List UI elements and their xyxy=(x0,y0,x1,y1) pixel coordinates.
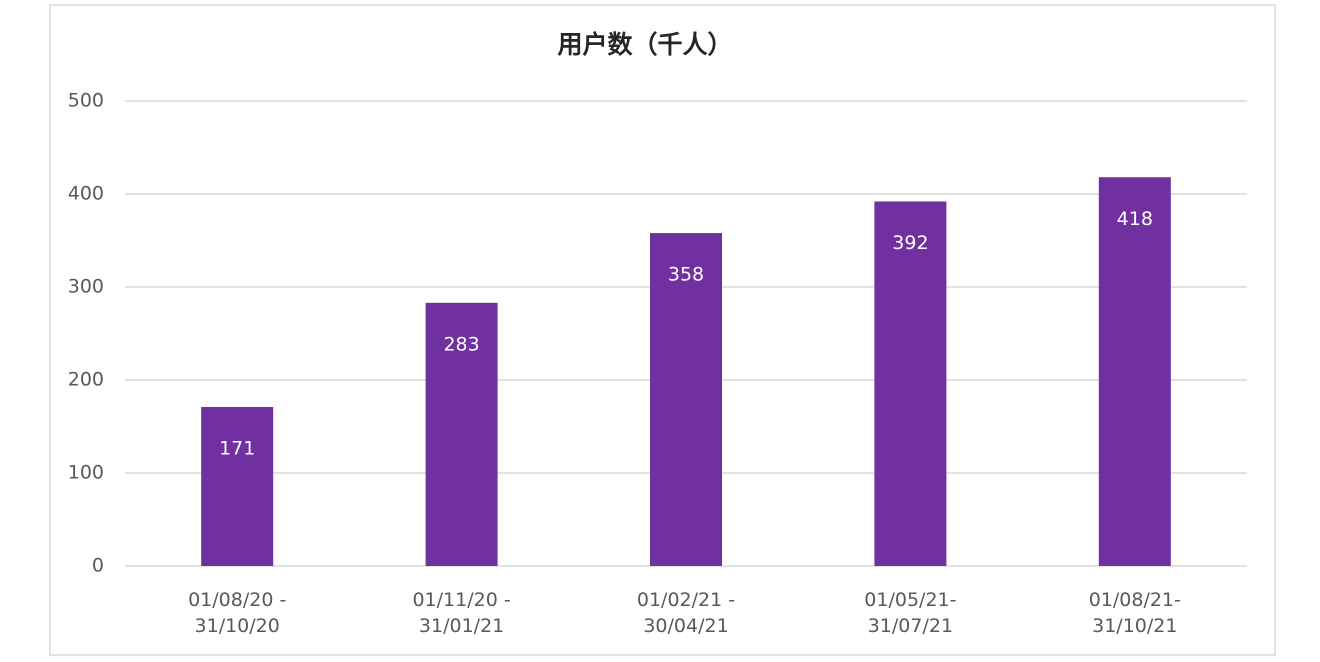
y-tick-label: 400 xyxy=(68,183,104,205)
bar xyxy=(425,302,498,566)
y-tick-label: 200 xyxy=(68,369,104,391)
data-label: 283 xyxy=(443,333,479,355)
x-tick-label: 01/05/21-31/07/21 xyxy=(864,589,956,637)
chart-title: 用户数（千人） xyxy=(557,30,732,59)
x-tick-label: 01/11/20 -31/01/21 xyxy=(412,589,510,637)
data-label: 392 xyxy=(892,232,928,254)
y-tick-label: 0 xyxy=(92,555,104,577)
bar xyxy=(874,201,947,566)
x-tick-label: 01/02/21 -30/04/21 xyxy=(637,589,735,637)
data-label: 358 xyxy=(668,264,704,286)
bar xyxy=(201,406,274,566)
y-tick-label: 500 xyxy=(68,90,104,112)
y-tick-label: 100 xyxy=(68,462,104,484)
bar xyxy=(1098,177,1171,566)
y-tick-label: 300 xyxy=(68,276,104,298)
x-tick-label: 01/08/21-31/10/21 xyxy=(1089,589,1181,637)
data-label: 171 xyxy=(219,437,255,459)
bar xyxy=(650,233,722,566)
x-tick-label: 01/08/20 -31/10/20 xyxy=(188,589,286,637)
data-label: 418 xyxy=(1117,208,1153,230)
